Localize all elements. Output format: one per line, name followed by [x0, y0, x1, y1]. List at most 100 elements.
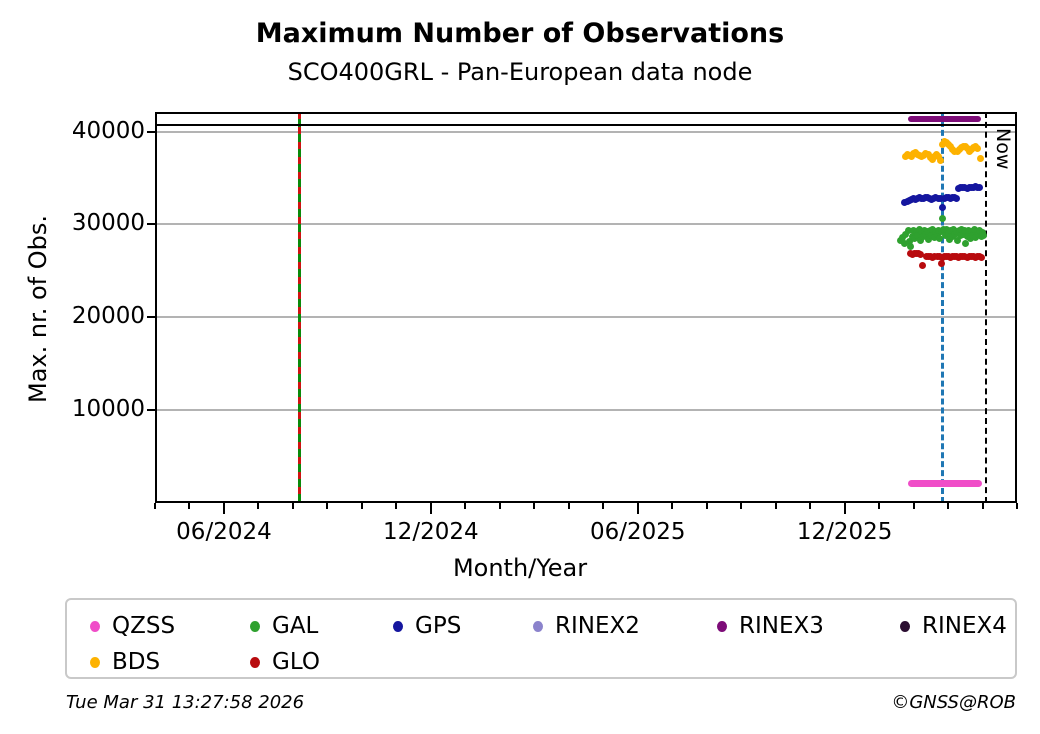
- legend-label: RINEX4: [922, 613, 1007, 639]
- data-point-gal: [939, 215, 947, 223]
- x-minor-tick: [498, 503, 501, 509]
- data-point-bds: [936, 156, 944, 164]
- legend-label: GLO: [272, 649, 320, 675]
- x-minor-tick: [257, 503, 260, 509]
- data-point-gal: [943, 225, 951, 233]
- legend-item-glo: GLO: [250, 649, 320, 675]
- data-point-gal: [959, 231, 967, 239]
- x-minor-tick: [705, 503, 708, 509]
- legend: QZSS GAL GPS RINEX2 RINEX3 RINEX4 BDS GLO: [65, 598, 1017, 679]
- x-minor-tick: [326, 503, 329, 509]
- data-point-gal: [905, 237, 913, 245]
- max-obs-line: [155, 123, 1017, 127]
- y-gridline: [155, 409, 1017, 412]
- x-minor-tick: [740, 503, 743, 509]
- data-point-gal: [961, 227, 969, 235]
- x-minor-tick: [291, 503, 294, 509]
- data-point-gal: [936, 234, 944, 242]
- data-point-gps: [953, 194, 961, 202]
- x-minor-tick: [602, 503, 605, 509]
- x-minor-tick: [1016, 503, 1018, 509]
- x-tick-label: 12/2025: [796, 519, 893, 545]
- data-point-gal: [930, 233, 938, 241]
- timestamp: Tue Mar 31 13:27:58 2026: [66, 692, 305, 713]
- chart-subtitle: SCO400GRL - Pan-European data node: [287, 58, 753, 86]
- x-minor-tick: [947, 503, 950, 509]
- x-minor-tick: [464, 503, 467, 509]
- data-point-glo: [916, 250, 924, 258]
- data-point-gal: [916, 236, 924, 244]
- legend-marker-glo-icon: [250, 656, 260, 668]
- y-tick-label: 40000: [71, 117, 145, 144]
- y-tick-label: 10000: [71, 396, 145, 423]
- data-point-bds: [974, 144, 982, 152]
- legend-item-bds: BDS: [90, 649, 160, 675]
- data-point-gal: [907, 243, 915, 251]
- data-point-glo: [937, 260, 945, 268]
- legend-label: RINEX2: [555, 613, 640, 639]
- legend-marker-bds-icon: [90, 656, 100, 668]
- data-point-bds: [928, 156, 936, 164]
- y-tick: [147, 130, 155, 133]
- legend-item-rinex2: RINEX2: [533, 613, 640, 639]
- legend-item-rinex4: RINEX4: [900, 613, 1007, 639]
- y-gridline: [155, 223, 1017, 226]
- x-axis-label: Month/Year: [452, 554, 588, 582]
- legend-marker-rinex4-icon: [900, 620, 910, 632]
- data-point-glo: [977, 253, 985, 261]
- y-gridline: [155, 316, 1017, 319]
- data-point-gal: [925, 235, 933, 243]
- data-point-gal: [904, 227, 912, 235]
- legend-marker-rinex3-icon: [717, 620, 727, 632]
- x-minor-tick: [567, 503, 570, 509]
- x-minor-tick: [154, 503, 156, 509]
- x-major-tick: [429, 503, 432, 514]
- now-label: Now: [991, 128, 1014, 170]
- x-tick-label: 06/2025: [589, 519, 686, 545]
- data-point-gal: [914, 232, 922, 240]
- copyright: ©GNSS@ROB: [891, 692, 1016, 713]
- legend-marker-qzss-icon: [90, 620, 100, 632]
- x-minor-tick: [878, 503, 881, 509]
- legend-item-gal: GAL: [250, 613, 318, 639]
- data-point-gal: [933, 231, 941, 239]
- event-line: [297, 112, 301, 503]
- chart-title: Maximum Number of Observations: [255, 18, 785, 49]
- legend-marker-gps-icon: [393, 620, 403, 632]
- y-gridline: [155, 130, 1017, 133]
- data-segment-qzss: [908, 480, 982, 488]
- data-point-gps: [936, 194, 944, 202]
- x-minor-tick: [188, 503, 191, 509]
- x-major-tick: [222, 503, 225, 514]
- y-axis-label: Max. nr. of Obs.: [24, 214, 52, 404]
- y-tick: [147, 409, 155, 412]
- now-line: [984, 112, 987, 503]
- x-minor-tick: [360, 503, 363, 509]
- x-minor-tick: [809, 503, 812, 509]
- y-tick-label: 20000: [71, 303, 145, 330]
- x-major-tick: [636, 503, 639, 514]
- y-tick: [147, 223, 155, 226]
- x-minor-tick: [774, 503, 777, 509]
- data-point-bds: [977, 154, 985, 162]
- legend-item-qzss: QZSS: [90, 613, 175, 639]
- x-minor-tick: [533, 503, 536, 509]
- legend-item-gps: GPS: [393, 613, 461, 639]
- legend-label: QZSS: [112, 613, 176, 639]
- legend-marker-gal-icon: [250, 620, 260, 632]
- data-point-gps: [975, 184, 983, 192]
- x-minor-tick: [912, 503, 915, 509]
- legend-label: GPS: [415, 613, 462, 639]
- x-minor-tick: [395, 503, 398, 509]
- x-major-tick: [843, 503, 846, 514]
- data-point-gal: [901, 240, 909, 248]
- data-segment-rinex3: [908, 115, 982, 122]
- x-minor-tick: [981, 503, 984, 509]
- legend-label: BDS: [112, 649, 161, 675]
- legend-label: GAL: [272, 613, 319, 639]
- data-point-gal: [902, 231, 910, 239]
- data-point-gal: [980, 232, 988, 240]
- legend-item-rinex3: RINEX3: [717, 613, 824, 639]
